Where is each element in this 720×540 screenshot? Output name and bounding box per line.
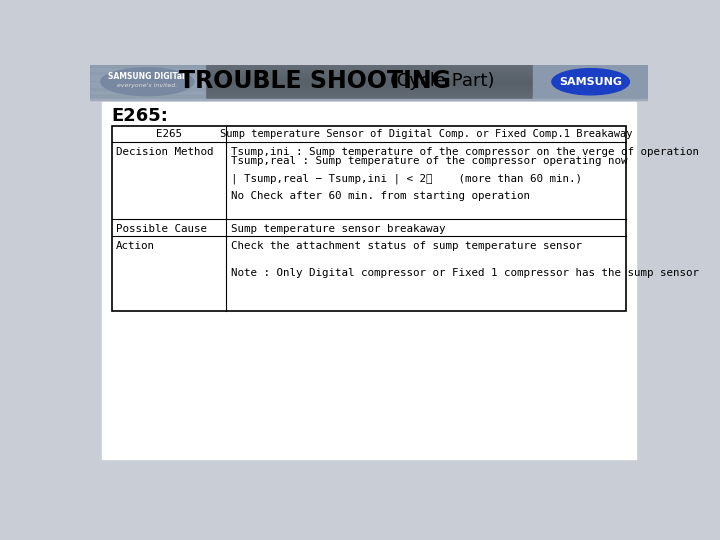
- Bar: [90, 70, 648, 71]
- Bar: [112, 126, 626, 311]
- Bar: [90, 80, 648, 81]
- Bar: [90, 66, 648, 67]
- Bar: [90, 82, 204, 83]
- Text: Sump temperature Sensor of Digital Comp. or Fixed Comp.1 Breakaway: Sump temperature Sensor of Digital Comp.…: [220, 129, 632, 139]
- Text: Tsump,ini : Sump temperature of the compressor on the verge of operation: Tsump,ini : Sump temperature of the comp…: [230, 147, 698, 157]
- Bar: [90, 83, 648, 84]
- Text: (Cycle Part): (Cycle Part): [384, 72, 494, 90]
- Bar: [90, 90, 648, 91]
- Text: Tsump,real : Sump temperature of the compressor operating now: Tsump,real : Sump temperature of the com…: [230, 156, 627, 166]
- Bar: [90, 98, 204, 99]
- Text: everyone's invited.: everyone's invited.: [117, 83, 177, 88]
- Bar: [90, 77, 648, 78]
- Bar: [90, 68, 648, 69]
- Bar: [90, 82, 648, 83]
- Bar: [90, 70, 204, 71]
- Bar: [90, 73, 204, 74]
- Bar: [90, 72, 204, 73]
- Bar: [90, 88, 204, 89]
- Bar: [90, 94, 648, 95]
- Text: Decision Method: Decision Method: [116, 147, 213, 157]
- Bar: [90, 87, 648, 88]
- Bar: [90, 79, 648, 80]
- Bar: [90, 95, 204, 96]
- Bar: [90, 86, 648, 87]
- Bar: [90, 85, 648, 86]
- Bar: [90, 87, 204, 88]
- Bar: [90, 97, 648, 98]
- Bar: [90, 93, 648, 94]
- Bar: [90, 81, 204, 82]
- Bar: [90, 68, 204, 69]
- Bar: [90, 67, 204, 68]
- Bar: [90, 66, 204, 67]
- Bar: [90, 95, 648, 96]
- Bar: [90, 99, 648, 100]
- Bar: [90, 65, 648, 66]
- Bar: [90, 74, 648, 75]
- Bar: [90, 65, 204, 66]
- Bar: [90, 83, 204, 84]
- Text: Note : Only Digital compressor or Fixed 1 compressor has the sump sensor: Note : Only Digital compressor or Fixed …: [230, 268, 698, 278]
- Text: Check the attachment status of sump temperature sensor: Check the attachment status of sump temp…: [230, 241, 582, 251]
- Bar: [90, 92, 648, 93]
- Ellipse shape: [101, 68, 194, 96]
- Bar: [90, 72, 648, 73]
- Bar: [90, 88, 648, 89]
- Bar: [90, 65, 204, 99]
- Bar: [90, 75, 648, 76]
- Text: TROUBLE SHOOTING: TROUBLE SHOOTING: [179, 69, 451, 93]
- Bar: [90, 86, 204, 87]
- Bar: [90, 94, 204, 95]
- Bar: [90, 90, 204, 91]
- Bar: [534, 65, 648, 99]
- Bar: [90, 76, 204, 77]
- Bar: [90, 76, 648, 77]
- Text: E265:: E265:: [112, 106, 168, 125]
- Bar: [90, 81, 648, 82]
- Bar: [90, 71, 648, 72]
- Bar: [90, 67, 648, 68]
- Text: No Check after 60 min. from starting operation: No Check after 60 min. from starting ope…: [230, 192, 530, 201]
- Bar: [90, 89, 204, 90]
- Bar: [90, 96, 648, 97]
- Text: SAMSUNG DIGITall: SAMSUNG DIGITall: [108, 72, 187, 81]
- Text: Action: Action: [116, 241, 155, 251]
- Bar: [90, 91, 204, 92]
- Bar: [90, 89, 648, 90]
- Bar: [90, 79, 204, 80]
- Bar: [90, 74, 204, 75]
- Bar: [90, 77, 204, 78]
- Bar: [90, 85, 204, 86]
- Bar: [90, 84, 204, 85]
- Text: | Tsump,real − Tsump,ini | < 2℃    (more than 60 min.): | Tsump,real − Tsump,ini | < 2℃ (more th…: [230, 174, 582, 184]
- Text: E265: E265: [156, 129, 182, 139]
- Bar: [90, 84, 648, 85]
- Text: SAMSUNG: SAMSUNG: [559, 77, 622, 87]
- Ellipse shape: [552, 69, 629, 95]
- Bar: [90, 69, 204, 70]
- Bar: [90, 78, 204, 79]
- Text: Sump temperature sensor breakaway: Sump temperature sensor breakaway: [230, 224, 445, 234]
- Bar: [90, 98, 648, 99]
- Bar: [90, 80, 204, 81]
- Bar: [90, 97, 204, 98]
- Bar: [90, 75, 204, 76]
- Text: Possible Cause: Possible Cause: [116, 224, 207, 234]
- Bar: [90, 96, 204, 97]
- Bar: [90, 93, 204, 94]
- Bar: [90, 73, 648, 74]
- Bar: [90, 91, 648, 92]
- Bar: [90, 71, 204, 72]
- Bar: [102, 102, 636, 459]
- Bar: [90, 78, 648, 79]
- Bar: [90, 69, 648, 70]
- Bar: [90, 92, 204, 93]
